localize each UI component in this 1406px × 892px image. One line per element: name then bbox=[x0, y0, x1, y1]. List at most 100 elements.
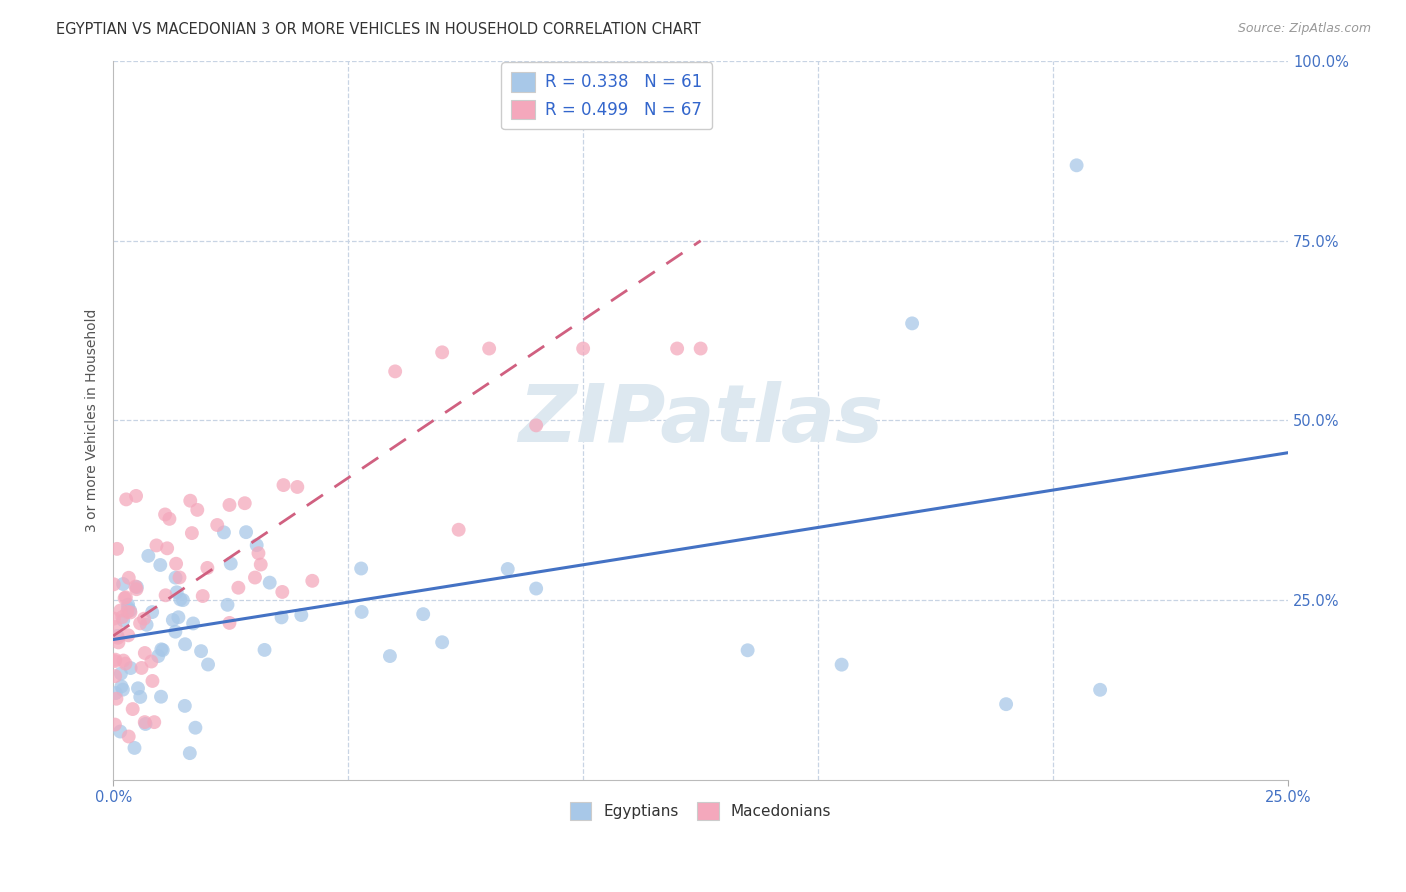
Point bbox=[259, 575, 281, 590]
Point bbox=[110, 666, 132, 681]
Point bbox=[114, 657, 136, 671]
Point bbox=[159, 512, 181, 526]
Point bbox=[1088, 682, 1111, 697]
Point bbox=[301, 574, 323, 588]
Point bbox=[524, 418, 547, 433]
Legend: Egyptians, Macedonians: Egyptians, Macedonians bbox=[564, 796, 838, 826]
Point bbox=[378, 648, 401, 663]
Point bbox=[114, 591, 136, 606]
Point bbox=[666, 342, 689, 356]
Point bbox=[737, 643, 759, 657]
Point bbox=[496, 562, 519, 576]
Point bbox=[165, 557, 187, 571]
Point bbox=[350, 605, 373, 619]
Point bbox=[186, 503, 208, 517]
Point bbox=[179, 493, 201, 508]
Point bbox=[141, 605, 163, 619]
Point bbox=[169, 570, 191, 584]
Point bbox=[120, 661, 142, 675]
Point bbox=[270, 610, 292, 624]
Point bbox=[107, 635, 129, 649]
Point bbox=[290, 608, 312, 623]
Point bbox=[165, 571, 187, 585]
Point bbox=[155, 588, 177, 602]
Point bbox=[162, 613, 184, 627]
Point bbox=[165, 624, 187, 639]
Point bbox=[117, 600, 139, 615]
Point bbox=[112, 654, 135, 668]
Point bbox=[103, 611, 125, 625]
Point bbox=[207, 518, 229, 533]
Point bbox=[285, 480, 308, 494]
Text: Source: ZipAtlas.com: Source: ZipAtlas.com bbox=[1237, 22, 1371, 36]
Point bbox=[124, 579, 146, 593]
Point bbox=[253, 643, 276, 657]
Point bbox=[174, 637, 197, 651]
Point bbox=[995, 697, 1018, 711]
Point bbox=[134, 715, 156, 730]
Point bbox=[129, 690, 152, 704]
Point bbox=[191, 589, 214, 603]
Point bbox=[149, 558, 172, 572]
Point bbox=[104, 669, 127, 683]
Point bbox=[169, 592, 191, 607]
Point bbox=[117, 598, 139, 612]
Point bbox=[148, 649, 170, 664]
Point bbox=[129, 616, 152, 631]
Point bbox=[901, 317, 924, 331]
Point bbox=[134, 646, 156, 660]
Point bbox=[166, 585, 188, 599]
Point bbox=[150, 690, 173, 704]
Point bbox=[180, 526, 202, 541]
Point bbox=[273, 478, 295, 492]
Point bbox=[141, 655, 163, 669]
Point bbox=[143, 715, 166, 730]
Point bbox=[184, 721, 207, 735]
Point bbox=[115, 591, 138, 605]
Point bbox=[384, 364, 406, 378]
Point bbox=[246, 538, 269, 552]
Y-axis label: 3 or more Vehicles in Household: 3 or more Vehicles in Household bbox=[86, 309, 100, 532]
Point bbox=[103, 577, 125, 591]
Point bbox=[195, 561, 218, 575]
Point bbox=[112, 577, 135, 591]
Point bbox=[110, 724, 132, 739]
Point bbox=[167, 610, 190, 624]
Point bbox=[105, 691, 128, 706]
Point bbox=[110, 680, 132, 694]
Point bbox=[117, 605, 139, 619]
Point bbox=[150, 642, 173, 657]
Point bbox=[104, 717, 127, 731]
Point bbox=[112, 613, 135, 627]
Point bbox=[118, 730, 141, 744]
Point bbox=[243, 570, 266, 584]
Point bbox=[219, 557, 242, 571]
Point bbox=[217, 598, 239, 612]
Point bbox=[121, 702, 143, 716]
Point bbox=[104, 653, 127, 667]
Point bbox=[190, 644, 212, 658]
Point bbox=[134, 717, 156, 731]
Point bbox=[233, 496, 256, 510]
Point bbox=[135, 617, 157, 632]
Point bbox=[181, 616, 204, 631]
Point bbox=[104, 654, 127, 668]
Point bbox=[107, 629, 129, 643]
Point bbox=[115, 492, 138, 507]
Point bbox=[152, 643, 174, 657]
Point bbox=[228, 581, 250, 595]
Point bbox=[156, 541, 179, 556]
Point bbox=[124, 740, 146, 755]
Point bbox=[120, 603, 142, 617]
Point bbox=[105, 541, 128, 556]
Point bbox=[172, 593, 194, 607]
Point bbox=[212, 525, 235, 540]
Point bbox=[524, 582, 547, 596]
Point bbox=[1066, 158, 1088, 172]
Point bbox=[430, 635, 453, 649]
Point bbox=[111, 682, 134, 697]
Point bbox=[110, 603, 132, 617]
Point bbox=[350, 561, 373, 575]
Point bbox=[145, 538, 167, 552]
Point bbox=[118, 571, 141, 585]
